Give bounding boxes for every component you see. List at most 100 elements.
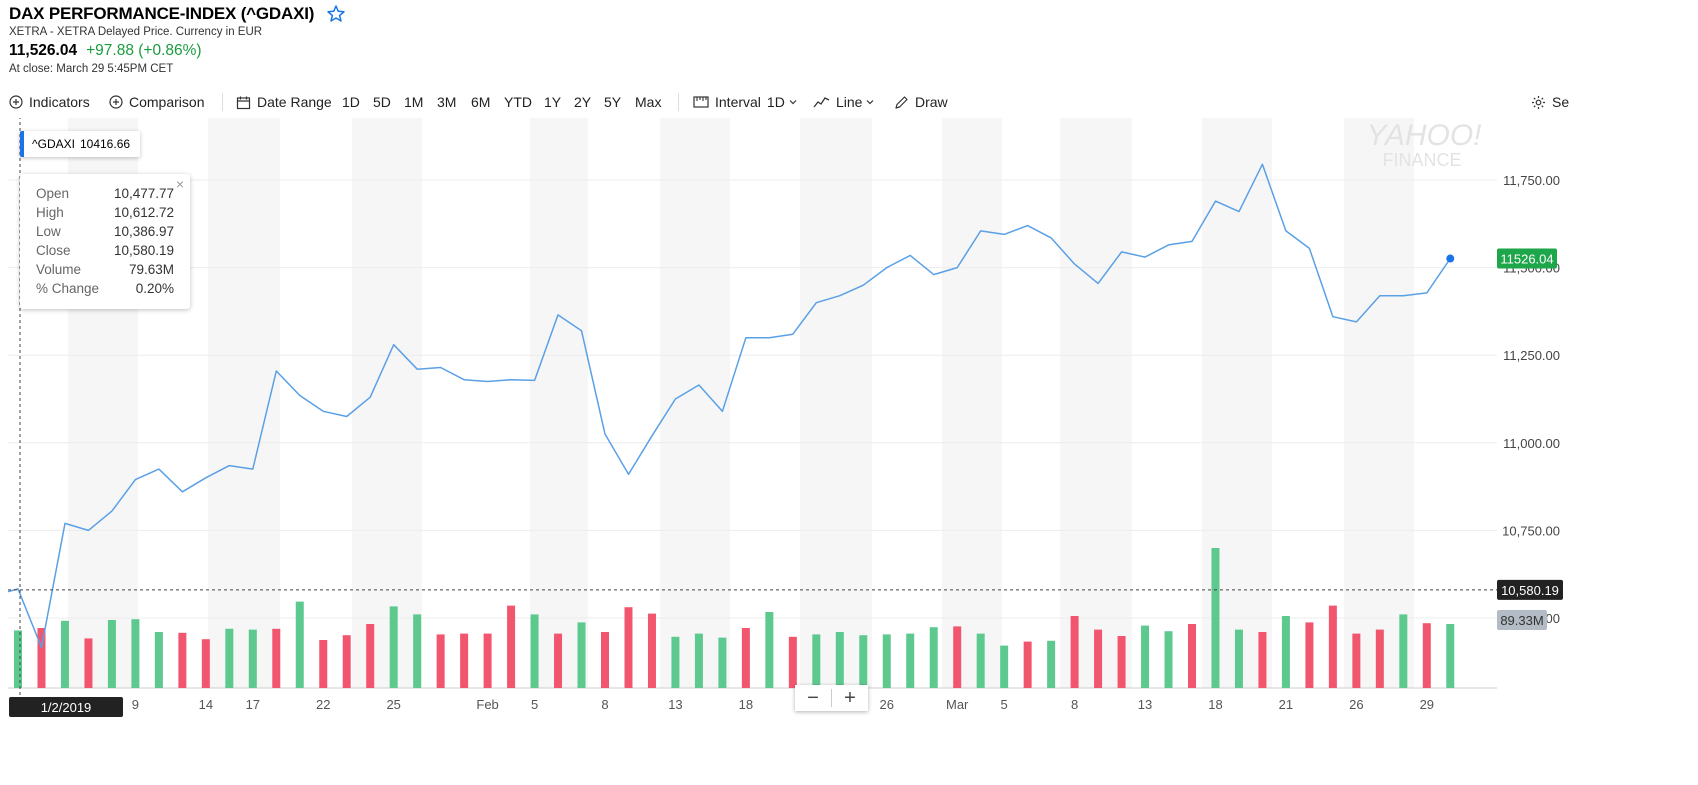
- volume-bar: [765, 612, 774, 688]
- volume-bar: [14, 630, 22, 688]
- plus-circle-icon: [109, 95, 123, 109]
- range-5y-button[interactable]: 5Y: [604, 94, 622, 110]
- x-tick-label: 13: [1138, 697, 1152, 712]
- tooltip-label: Close: [36, 243, 71, 258]
- volume-bar: [1094, 629, 1103, 688]
- date-badge: [9, 697, 123, 717]
- symbol-tag: ^GDAXI 10416.66: [20, 131, 141, 157]
- x-tick-label: 13: [668, 697, 682, 712]
- volume-bar: [342, 635, 351, 688]
- volume-bar: [1164, 631, 1173, 688]
- toolbar-divider: [678, 93, 679, 111]
- indicators-button[interactable]: Indicators: [9, 94, 90, 110]
- y-tick-label: 10,750.00: [1502, 523, 1560, 538]
- quote-header: DAX PERFORMANCE-INDEX (^GDAXI) XETRA - X…: [9, 2, 709, 75]
- volume-bar: [812, 634, 821, 688]
- volume-bar: [1258, 632, 1267, 688]
- date-range-button[interactable]: Date Range: [236, 94, 332, 110]
- symbol-tag-name: ^GDAXI: [32, 137, 75, 151]
- last-price-dot: [1446, 254, 1455, 263]
- x-tick-label: 29: [1420, 697, 1434, 712]
- x-tick-label: 17: [246, 697, 260, 712]
- interval-label: Interval: [715, 94, 761, 110]
- comparison-label: Comparison: [129, 94, 205, 110]
- range-5d-button[interactable]: 5D: [373, 94, 391, 110]
- y-tick-label: 11,750.00: [1503, 173, 1560, 188]
- time-band: [800, 110, 872, 688]
- volume-bar: [413, 614, 422, 688]
- volume-bar: [554, 633, 563, 688]
- volume-bar: [577, 622, 586, 688]
- volume-bar: [671, 636, 680, 688]
- zoom-in-button[interactable]: +: [844, 687, 856, 709]
- volume-bar: [1023, 641, 1032, 688]
- x-tick-label: 5: [1001, 697, 1008, 712]
- star-icon[interactable]: [326, 4, 346, 24]
- range-6m-button[interactable]: 6M: [471, 94, 491, 110]
- tooltip-label: Volume: [36, 262, 82, 277]
- range-ytd-button[interactable]: YTD: [504, 94, 532, 110]
- volume-bar: [1211, 548, 1220, 688]
- range-3m-button[interactable]: 3M: [437, 94, 457, 110]
- exchange-info: XETRA - XETRA Delayed Price. Currency in…: [9, 26, 263, 38]
- crosshair-price-label: 10,580.19: [1501, 583, 1559, 598]
- tooltip-row: Close 10,580.19: [36, 243, 174, 262]
- close-icon[interactable]: ×: [175, 176, 184, 192]
- x-tick-label: 18: [1208, 697, 1222, 712]
- tooltip-row: Open 10,477.77: [36, 186, 174, 205]
- draw-button[interactable]: Draw: [894, 94, 948, 110]
- volume-badge: [1497, 610, 1547, 630]
- volume-badge-label: 89.33M: [1500, 613, 1543, 628]
- volume-bar: [624, 607, 633, 688]
- x-tick-label: Feb: [476, 697, 498, 712]
- volume-bar: [366, 624, 375, 688]
- volume-bar: [131, 619, 140, 688]
- volume-bar: [295, 601, 304, 688]
- interval-button[interactable]: Interval 1D: [693, 94, 798, 110]
- chart-type-button[interactable]: Line: [813, 94, 875, 110]
- range-1m-button[interactable]: 1M: [404, 94, 424, 110]
- y-tick-label: 11,000.00: [1503, 436, 1560, 451]
- volume-bar: [741, 628, 750, 688]
- volume-bar: [1117, 636, 1126, 688]
- range-1d-button[interactable]: 1D: [342, 94, 360, 110]
- zoom-divider: [831, 689, 832, 707]
- ohlc-tooltip: × Open 10,477.77 High 10,612.72 Low 10,386.…: [20, 174, 190, 309]
- volume-bar: [694, 633, 703, 688]
- volume-bar: [1305, 622, 1314, 688]
- time-band: [352, 110, 422, 688]
- range-max-button[interactable]: Max: [635, 94, 662, 110]
- volume-bar: [436, 634, 445, 688]
- y-tick-label: 11,250.00: [1503, 348, 1560, 363]
- watermark-logo: YAHOO!: [1366, 119, 1482, 152]
- volume-bar: [1234, 629, 1243, 688]
- tooltip-label: High: [36, 205, 64, 220]
- plus-circle-icon: [9, 95, 23, 109]
- settings-button[interactable]: Se: [1531, 94, 1569, 110]
- chevron-down-icon: [789, 100, 797, 105]
- volume-bar: [507, 605, 516, 688]
- series-color-marker: [20, 131, 24, 157]
- time-band: [530, 110, 588, 688]
- range-2y-button[interactable]: 2Y: [574, 94, 592, 110]
- volume-bar: [1375, 629, 1384, 688]
- volume-bar: [1281, 616, 1290, 688]
- x-tick-label: 25: [386, 697, 400, 712]
- volume-bar: [483, 633, 492, 688]
- zoom-out-button[interactable]: −: [807, 687, 819, 709]
- volume-bar: [647, 613, 656, 688]
- volume-bar: [976, 633, 985, 688]
- chevron-down-icon: [867, 100, 874, 105]
- tooltip-row: High 10,612.72: [36, 205, 174, 224]
- range-1y-button[interactable]: 1Y: [544, 94, 562, 110]
- volume-bar: [178, 632, 187, 688]
- date-badge-label: 1/2/2019: [41, 700, 92, 715]
- volume-bar: [882, 634, 891, 688]
- comparison-button[interactable]: Comparison: [109, 94, 204, 110]
- price-line: [7, 163, 1451, 649]
- volume-bar: [1328, 605, 1337, 688]
- x-tick-label: 21: [1279, 697, 1293, 712]
- tooltip-value: 0.20%: [135, 281, 174, 296]
- interval-value: 1D: [766, 94, 785, 110]
- volume-bar: [1352, 633, 1361, 688]
